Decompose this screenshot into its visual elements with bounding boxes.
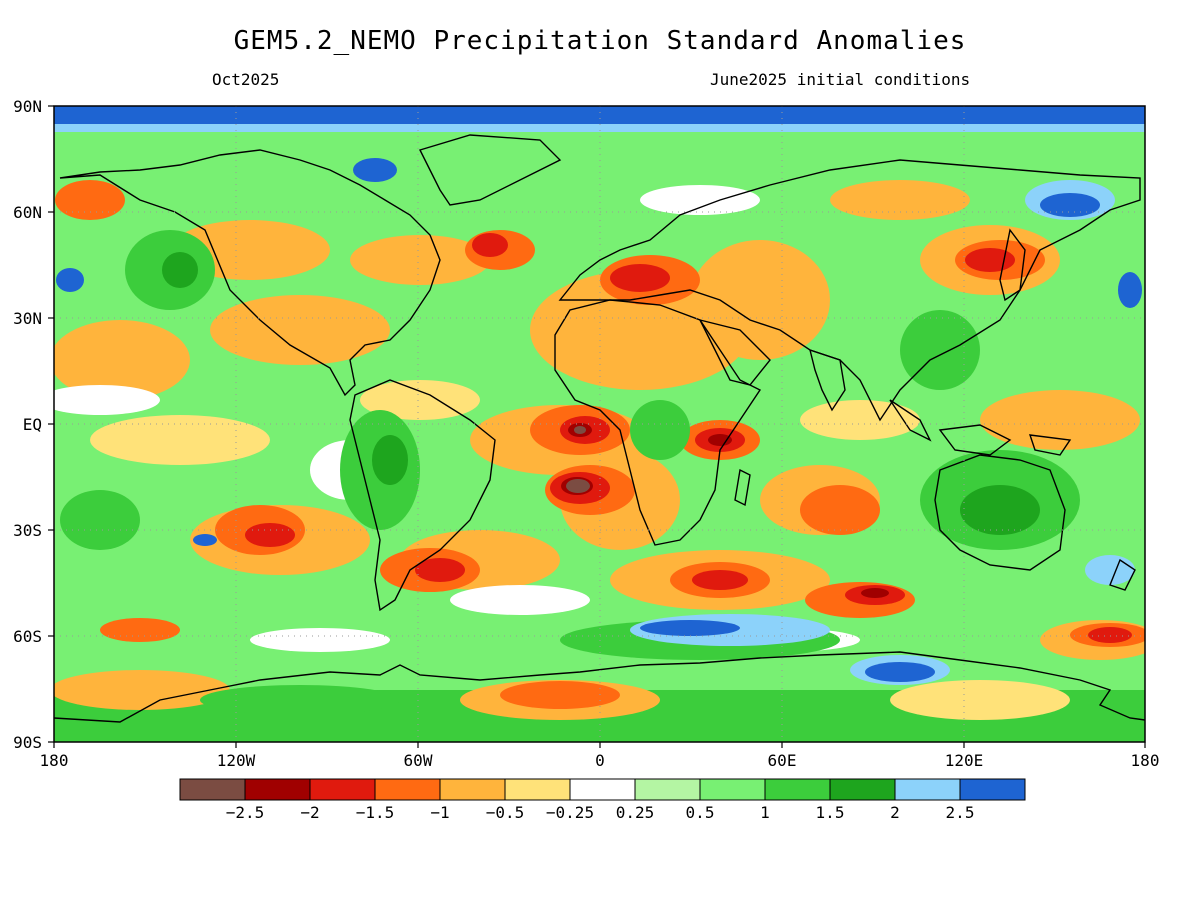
lat-label-60n: 60N	[13, 203, 42, 222]
colorbar-label: −1	[430, 803, 449, 822]
colorbar-label: −2	[300, 803, 319, 822]
lon-label-60e: 60E	[768, 751, 797, 770]
lat-label-30n: 30N	[13, 309, 42, 328]
colorbar-swatch	[829, 778, 896, 801]
colorbar-swatch	[244, 778, 311, 801]
lon-label-120e: 120E	[945, 751, 984, 770]
colorbar-swatch	[764, 778, 831, 801]
anomaly-field	[54, 106, 1145, 742]
initial-conditions: June2025 initial conditions	[710, 70, 971, 89]
axis-ticks	[48, 105, 1146, 748]
colorbar-swatch	[634, 778, 701, 801]
colorbar-swatch	[894, 778, 961, 801]
lat-label-60s: 60S	[13, 627, 42, 646]
colorbar-label: −1.5	[356, 803, 395, 822]
colorbar-swatch	[699, 778, 766, 801]
graticule	[54, 106, 1145, 742]
lat-label-30s: 30S	[13, 521, 42, 540]
lon-label-120w: 120W	[217, 751, 256, 770]
colorbar-label: 1	[760, 803, 770, 822]
colorbar-label: −0.5	[486, 803, 525, 822]
colorbar-label: −2.5	[226, 803, 265, 822]
colorbar-label: 0.25	[616, 803, 655, 822]
lat-label-eq: EQ	[23, 415, 42, 434]
colorbar: −2.5 −2 −1.5 −1 −0.5 −0.25 0.25 0.5 1 1.5 2 2.5	[179, 778, 1026, 822]
lon-label-0: 0	[595, 751, 605, 770]
map-title: GEM5.2_NEMO Precipitation Standard Anoma…	[233, 26, 967, 56]
colorbar-label: 2.5	[946, 803, 975, 822]
lon-label-180w: 180	[40, 751, 69, 770]
colorbar-swatch	[439, 778, 506, 801]
lat-label-90s: 90S	[13, 733, 42, 752]
colorbar-swatch	[959, 778, 1026, 801]
colorbar-label: 0.5	[686, 803, 715, 822]
lat-label-90n: 90N	[13, 97, 42, 116]
colorbar-swatch	[309, 778, 376, 801]
colorbar-swatch	[569, 778, 636, 801]
forecast-month: Oct2025	[212, 70, 280, 89]
colorbar-label: −0.25	[546, 803, 594, 822]
lon-label-60w: 60W	[404, 751, 433, 770]
colorbar-swatch	[374, 778, 441, 801]
lon-label-180e: 180	[1131, 751, 1160, 770]
colorbar-swatch	[504, 778, 571, 801]
coastlines	[54, 134, 1145, 723]
colorbar-swatch	[179, 778, 246, 801]
colorbar-label: 2	[890, 803, 900, 822]
colorbar-label: 1.5	[816, 803, 845, 822]
